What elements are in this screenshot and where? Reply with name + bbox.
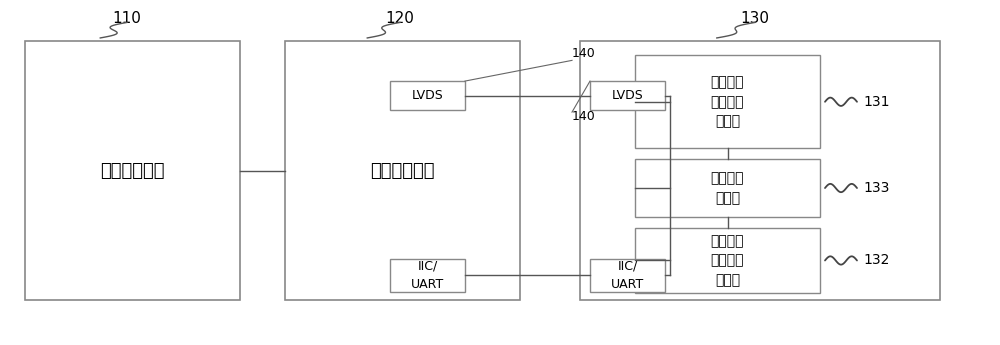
Text: 140: 140 — [572, 110, 596, 124]
Text: 脉冲神经
网络处理
子单元: 脉冲神经 网络处理 子单元 — [711, 234, 744, 287]
Bar — [635, 159, 820, 217]
Bar — [285, 41, 520, 300]
Text: 140: 140 — [572, 47, 596, 60]
Text: LVDS: LVDS — [412, 89, 443, 102]
Text: LVDS: LVDS — [612, 89, 643, 102]
Bar — [590, 81, 665, 110]
Text: 特征融合
子单元: 特征融合 子单元 — [711, 171, 744, 205]
Bar — [635, 55, 820, 148]
Bar — [590, 259, 665, 292]
Text: IIC/
UART: IIC/ UART — [611, 260, 644, 290]
Text: 模拟神经
网络处理
子单元: 模拟神经 网络处理 子单元 — [711, 75, 744, 128]
Text: 图像处理单元: 图像处理单元 — [370, 162, 435, 180]
Text: 110: 110 — [113, 11, 141, 27]
Text: 133: 133 — [863, 181, 889, 195]
Text: 120: 120 — [386, 11, 414, 27]
Text: 131: 131 — [863, 95, 890, 109]
Bar — [635, 228, 820, 293]
Bar — [25, 41, 240, 300]
Bar — [580, 41, 940, 300]
Text: 132: 132 — [863, 254, 889, 267]
Bar — [390, 81, 465, 110]
Bar — [390, 259, 465, 292]
Text: IIC/
UART: IIC/ UART — [411, 260, 444, 290]
Text: 130: 130 — [740, 11, 770, 27]
Text: 图像传感单元: 图像传感单元 — [100, 162, 165, 180]
